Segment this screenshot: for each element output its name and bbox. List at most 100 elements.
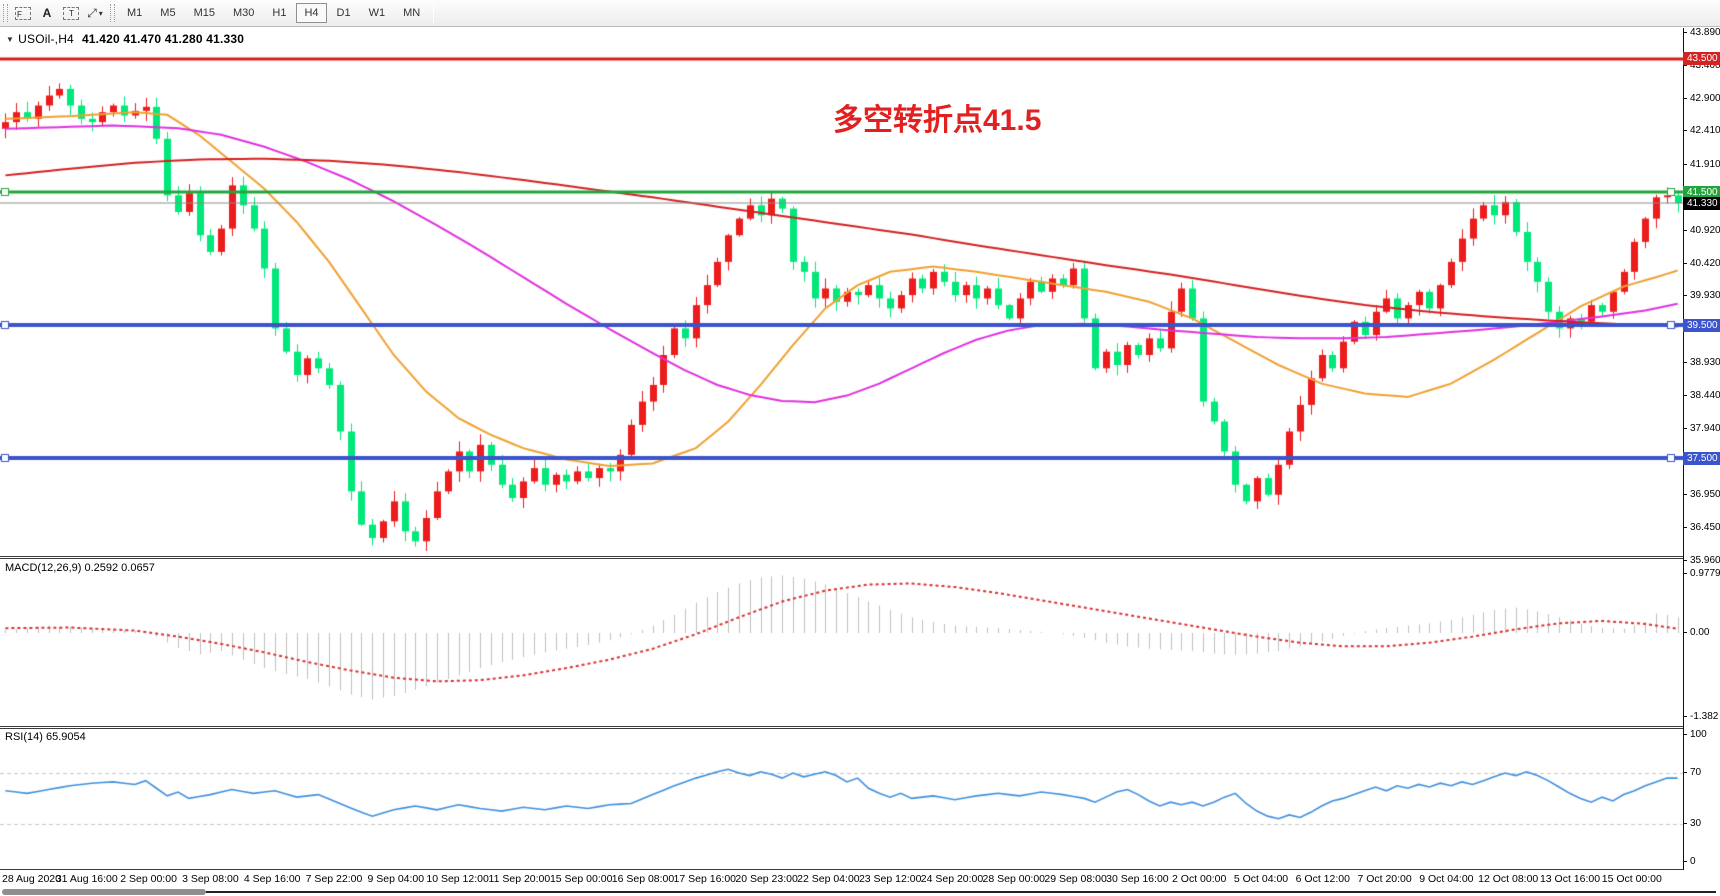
price-badge-41.500: 41.500 — [1683, 185, 1720, 199]
axis-tick-label: 38.440 — [1690, 389, 1720, 401]
time-label: 4 Sep 16:00 — [243, 873, 301, 885]
time-label: 3 Sep 08:00 — [182, 873, 239, 885]
axis-tick-mark — [1683, 361, 1687, 363]
price-badge-39.500: 39.500 — [1683, 318, 1720, 332]
axis-tick-mark — [1683, 394, 1687, 396]
axis-tick-label: 36.450 — [1690, 521, 1720, 533]
chart-title: ▼ USOil-,H4 41.420 41.470 41.280 41.330 — [6, 32, 244, 46]
time-label: 28 Sep 00:00 — [982, 873, 1046, 885]
time-label: 29 Sep 08:00 — [1044, 873, 1107, 885]
axis-tick-mark — [1683, 559, 1687, 561]
horizontal-scrollbar — [0, 888, 1720, 896]
axis-tick-mark — [1683, 295, 1687, 297]
time-label: 24 Sep 20:00 — [920, 873, 984, 885]
time-label: 28 Aug 2020 — [2, 873, 61, 885]
timeframe-button-w1[interactable]: W1 — [368, 7, 386, 19]
axis-tick-label: 100 — [1690, 729, 1707, 740]
main-chart-canvas[interactable] — [0, 28, 1683, 556]
rsi-canvas[interactable] — [0, 729, 1683, 869]
axis-tick-mark — [1683, 163, 1687, 165]
toolbar-separator — [433, 3, 435, 23]
timeframe-button-m15[interactable]: M15 — [193, 7, 215, 19]
axis-tick-mark — [1683, 822, 1687, 824]
price-axis[interactable]: 43.89043.40042.90042.41041.91040.92040.4… — [1683, 27, 1720, 887]
toolbar-grip[interactable] — [3, 4, 8, 22]
time-label: 9 Oct 04:00 — [1419, 873, 1474, 885]
time-label: 16 Sep 08:00 — [611, 873, 675, 885]
axis-tick-label: 0.9779 — [1690, 567, 1720, 579]
chevron-down-icon: ▾ — [98, 8, 103, 18]
timeframe-button-m1[interactable]: M1 — [127, 7, 143, 19]
text-label-tool-button[interactable]: A — [36, 2, 58, 24]
axis-tick-mark — [1683, 632, 1687, 633]
time-label: 22 Sep 04:00 — [797, 873, 860, 885]
window-separator — [0, 869, 1683, 870]
axis-tick-label: 40.920 — [1690, 224, 1720, 236]
window-separator[interactable] — [0, 556, 1683, 559]
timeframe-button-h4[interactable]: H4 — [296, 3, 327, 23]
time-axis[interactable]: 28 Aug 2020 31 Aug 16:00 2 Sep 00:00 3 Sep … — [0, 870, 1720, 887]
axis-tick-label: 39.930 — [1690, 290, 1720, 302]
time-label: 15 Oct 00:00 — [1601, 873, 1662, 885]
text-box-tool-button[interactable]: T — [60, 2, 82, 24]
timeframe-button-m30[interactable]: M30 — [232, 7, 255, 19]
axis-tick-label: 42.900 — [1690, 92, 1720, 104]
axis-tick-label: 43.890 — [1690, 27, 1720, 38]
symbol-period-label: USOil-,H4 — [18, 32, 74, 46]
time-label: 23 Sep 12:00 — [858, 873, 922, 885]
time-label: 9 Sep 04:00 — [367, 873, 425, 885]
axis-tick-label: 35.960 — [1690, 554, 1720, 566]
toolbar-grip[interactable] — [110, 4, 115, 22]
timeframe-button-mn[interactable]: MN — [403, 7, 421, 19]
axis-tick-label: 0 — [1690, 855, 1696, 867]
axis-tick-label: 41.910 — [1690, 158, 1720, 170]
chart-collapse-icon[interactable]: ▼ — [6, 35, 15, 44]
axis-tick-mark — [1683, 229, 1687, 231]
time-label: 20 Sep 23:00 — [735, 873, 798, 885]
axis-tick-label: 0.00 — [1690, 627, 1710, 638]
axis-tick-mark — [1683, 772, 1687, 774]
axis-tick-mark — [1683, 526, 1687, 528]
axis-tick-mark — [1683, 130, 1687, 132]
rsi-label: RSI(14) 65.9054 — [5, 731, 86, 743]
arrows-tool-button[interactable]: ⤢ ▾ — [84, 2, 106, 24]
axis-tick-label: 30 — [1690, 817, 1702, 829]
time-label: 17 Sep 16:00 — [673, 873, 737, 885]
macd-canvas[interactable] — [0, 559, 1683, 726]
time-label: 7 Sep 22:00 — [305, 873, 363, 885]
time-label: 5 Oct 04:00 — [1233, 873, 1289, 885]
time-label: 2 Oct 00:00 — [1172, 873, 1227, 885]
time-label: 7 Oct 20:00 — [1357, 873, 1412, 885]
ohlc-values: 41.420 41.470 41.280 41.330 — [81, 32, 245, 46]
time-label: 2 Sep 00:00 — [120, 873, 177, 885]
price-badge-43.500: 43.500 — [1683, 52, 1720, 66]
axis-tick-mark — [1683, 32, 1687, 33]
axis-tick-mark — [1683, 715, 1687, 717]
price-badge-37.500: 37.500 — [1683, 451, 1720, 465]
axis-tick-mark — [1683, 262, 1687, 264]
dashed-frame-f-tool-button[interactable]: F — [12, 2, 34, 24]
scrollbar-thumb[interactable] — [2, 889, 206, 895]
trend-annotation[interactable]: 多空转折点41.5 — [833, 104, 1042, 137]
time-label: 6 Oct 12:00 — [1295, 873, 1350, 885]
axis-tick-mark — [1683, 572, 1687, 574]
timeframe-button-m5[interactable]: M5 — [160, 7, 176, 19]
time-label: 31 Aug 16:00 — [55, 873, 118, 885]
axis-tick-label: 36.950 — [1690, 488, 1720, 500]
timeframe-button-h1[interactable]: H1 — [272, 7, 287, 19]
axis-tick-mark — [1683, 97, 1687, 99]
arrows-tool-icon: ⤢ — [87, 5, 97, 20]
axis-tick-mark — [1683, 734, 1687, 735]
time-label: 12 Oct 08:00 — [1478, 873, 1539, 885]
axis-tick-mark — [1683, 427, 1687, 429]
time-label: 15 Sep 00:00 — [549, 873, 613, 885]
time-label: 30 Sep 16:00 — [1106, 873, 1169, 885]
text-box-icon: T — [63, 6, 79, 20]
window-separator[interactable] — [0, 726, 1683, 729]
axis-tick-label: 38.930 — [1690, 356, 1720, 368]
scrollbar-track — [206, 891, 1716, 893]
time-label: 11 Sep 20:00 — [488, 873, 551, 885]
timeframe-button-d1[interactable]: D1 — [336, 7, 351, 19]
dashed-frame-f-icon: F — [15, 6, 31, 20]
